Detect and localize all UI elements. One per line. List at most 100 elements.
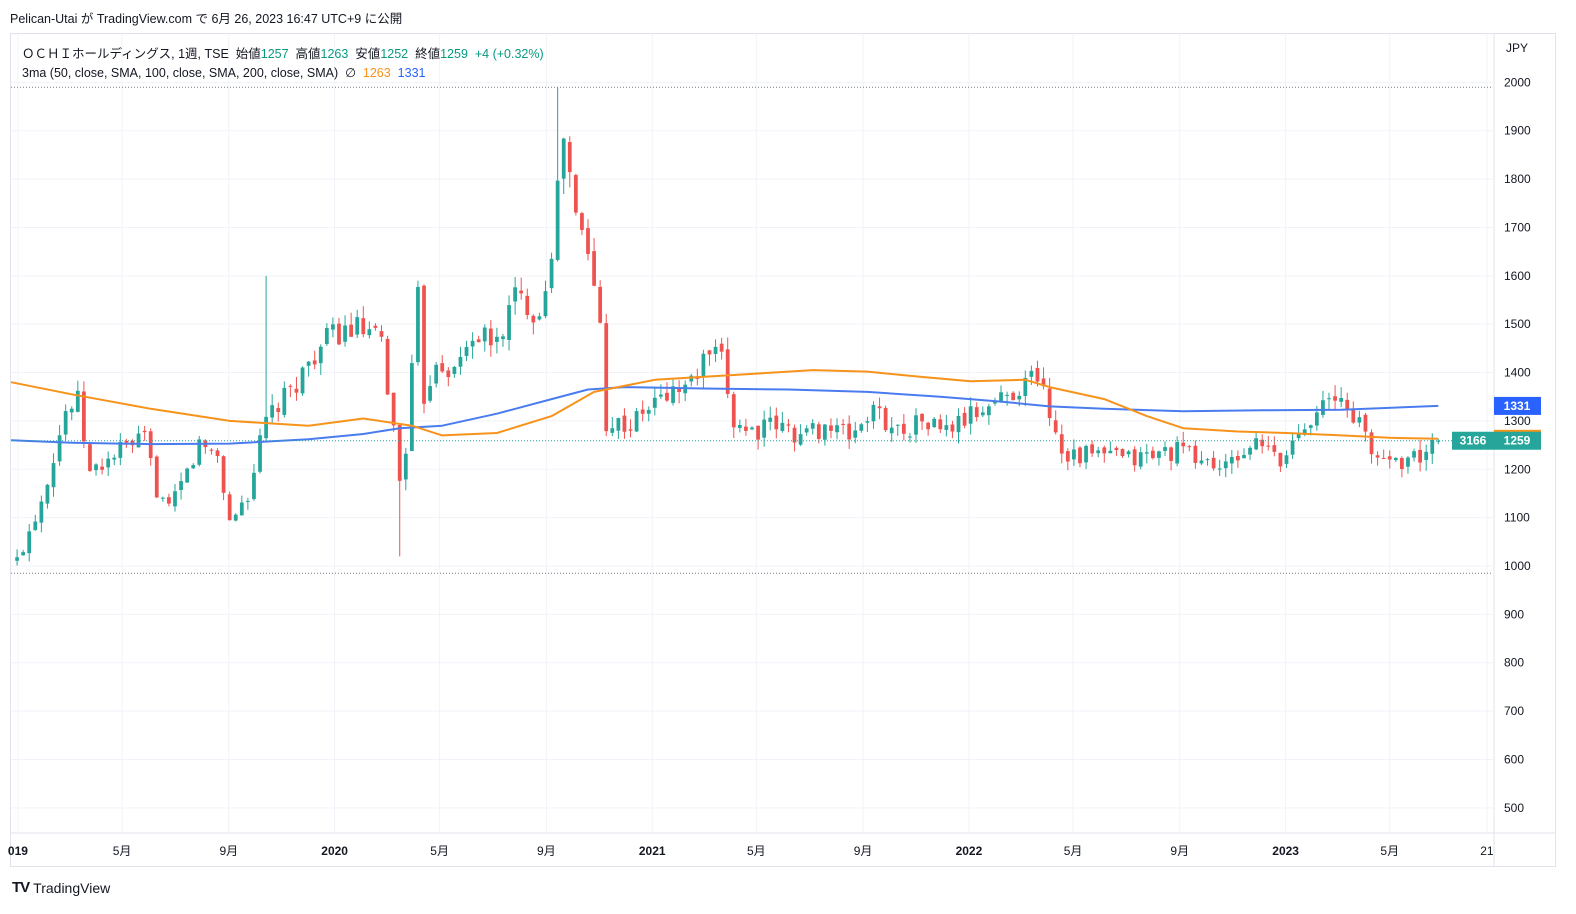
candle-body (914, 415, 918, 435)
change-value: +4 (+0.32%) (474, 47, 544, 61)
x-tick-label: 2020 (321, 844, 348, 858)
candle-body (671, 386, 675, 403)
candle-body (1120, 449, 1125, 456)
candle-body (895, 424, 900, 426)
volume-label-box (1452, 431, 1494, 450)
x-tick-label: 2021 (639, 844, 666, 858)
candle-body (610, 428, 615, 433)
candle-body (1290, 440, 1295, 455)
candle-body (318, 346, 323, 364)
candle-body (1424, 451, 1429, 461)
candle-body (1078, 447, 1082, 464)
candle-body (1072, 449, 1076, 460)
sma100-line (10, 386, 1439, 446)
y-tick-label: 2000 (1504, 75, 1531, 89)
candle-body (124, 440, 129, 443)
candle-body (1369, 432, 1374, 455)
candle-body (1175, 442, 1180, 464)
candle-body (1047, 388, 1052, 419)
candle-body (707, 350, 712, 355)
candle-body (628, 429, 633, 431)
x-tick-label: 9月 (537, 844, 556, 858)
y-tick-label: 1100 (1504, 511, 1530, 525)
candle-body (908, 436, 912, 438)
candle-body (750, 427, 754, 430)
candle-body (1254, 438, 1259, 450)
candle-body (926, 422, 931, 430)
candle-body (871, 404, 876, 422)
candle-body (173, 491, 177, 507)
candle-body (786, 424, 791, 426)
candle-body (1363, 414, 1368, 432)
open-label: 始値 (235, 47, 261, 61)
candle-body (100, 466, 104, 470)
candle-body (1102, 447, 1107, 454)
price-label-box (1494, 396, 1541, 415)
open-value: 1257 (260, 47, 289, 61)
candle-body (859, 424, 864, 431)
candle-body (1436, 440, 1441, 442)
candle-body (731, 394, 736, 428)
candle-body (1302, 429, 1307, 435)
y-tick-label: 900 (1504, 607, 1524, 621)
candle-body (762, 419, 767, 438)
volume-label-text: 3166 (1460, 434, 1487, 448)
candle-body (167, 497, 171, 504)
candle-body (1138, 452, 1143, 467)
candle-body (956, 415, 961, 433)
tradingview-logo-icon: TV (12, 879, 30, 896)
candle-body (567, 142, 572, 173)
candle-body (580, 213, 584, 230)
candle-body (1272, 445, 1277, 452)
candle-body (300, 367, 305, 394)
candle-body (1108, 450, 1113, 454)
candle-body (270, 405, 275, 418)
candle-body (1017, 395, 1022, 400)
candle-body (537, 316, 542, 320)
candle-body (1199, 460, 1204, 464)
candle-body (677, 387, 681, 393)
candle-body (197, 439, 202, 465)
y-tick-label: 1500 (1504, 317, 1531, 331)
candle-body (986, 406, 991, 416)
candle-body (901, 423, 906, 434)
candle-body (470, 340, 475, 347)
x-tick-label: 9月 (219, 844, 238, 858)
candle-body (416, 286, 420, 363)
candle-body (525, 295, 530, 316)
candle-body (391, 392, 396, 426)
candle-body (343, 325, 347, 342)
candle-body (1029, 370, 1034, 377)
candle-body (889, 427, 894, 434)
candle-body (1157, 451, 1161, 458)
candle-body (689, 375, 694, 382)
candle-body (1308, 425, 1313, 428)
candle-body (1418, 449, 1422, 463)
candle-body (75, 390, 80, 412)
candle-body (1132, 449, 1137, 466)
candle-body (968, 406, 973, 424)
candle-body (665, 392, 669, 401)
candle-body (950, 424, 955, 432)
candle-body (1035, 367, 1040, 382)
candle-body (543, 291, 548, 317)
candle-body (877, 406, 882, 409)
candle-body (1096, 450, 1101, 454)
price-label-box (1494, 431, 1541, 450)
ma-legend[interactable]: 3ma (50, close, SMA, 100, close, SMA, 20… (22, 65, 425, 80)
candle-body (652, 397, 657, 408)
candle-body (312, 360, 317, 365)
candle-body (1053, 420, 1058, 433)
ma-hidden-icon: ∅ (345, 66, 356, 80)
tradingview-footer[interactable]: TV TradingView (12, 879, 110, 896)
candle-body (488, 328, 493, 346)
candle-body (282, 387, 287, 415)
candle-body (1126, 451, 1131, 455)
candle-body (586, 228, 590, 254)
candle-body (1181, 442, 1186, 447)
candle-body (1400, 457, 1404, 469)
y-tick-label: 700 (1504, 704, 1524, 718)
ma-value-100: 1331 (397, 66, 426, 80)
candle-body (531, 315, 536, 323)
